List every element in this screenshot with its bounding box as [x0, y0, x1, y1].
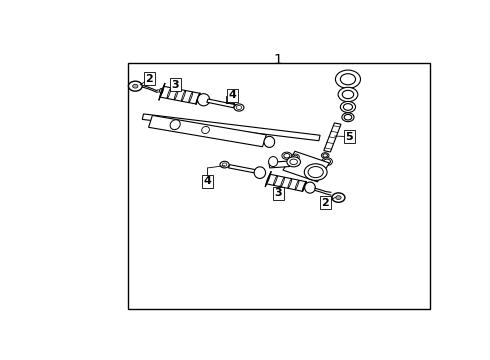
Circle shape: [292, 154, 299, 159]
Text: 4: 4: [203, 176, 211, 186]
Circle shape: [341, 74, 356, 85]
Ellipse shape: [264, 136, 275, 148]
Circle shape: [336, 195, 341, 199]
Circle shape: [133, 84, 138, 88]
Circle shape: [332, 193, 345, 202]
Bar: [128, 63, 430, 309]
Ellipse shape: [170, 120, 180, 130]
Text: 1: 1: [273, 53, 282, 67]
Bar: [207, 99, 235, 108]
Text: 5: 5: [345, 132, 353, 141]
Text: 2: 2: [146, 74, 153, 84]
Circle shape: [284, 153, 290, 158]
Ellipse shape: [305, 182, 315, 193]
Bar: [283, 151, 329, 182]
Circle shape: [290, 159, 297, 165]
Circle shape: [343, 104, 352, 110]
Circle shape: [308, 167, 323, 177]
Circle shape: [321, 153, 329, 158]
Circle shape: [220, 161, 229, 168]
Circle shape: [304, 164, 327, 180]
Bar: [148, 116, 266, 147]
Ellipse shape: [269, 157, 278, 167]
Ellipse shape: [202, 126, 209, 134]
Ellipse shape: [160, 89, 163, 93]
Circle shape: [324, 159, 330, 164]
Bar: [324, 123, 341, 152]
Circle shape: [341, 102, 356, 112]
Circle shape: [323, 154, 327, 157]
Circle shape: [287, 157, 300, 167]
Text: 4: 4: [228, 90, 236, 100]
Circle shape: [128, 81, 142, 91]
Text: 3: 3: [275, 188, 282, 198]
Circle shape: [336, 70, 361, 89]
Circle shape: [344, 114, 352, 120]
Circle shape: [342, 90, 354, 99]
Circle shape: [234, 104, 244, 111]
Text: 2: 2: [321, 198, 329, 208]
Circle shape: [294, 155, 298, 158]
Bar: [269, 161, 290, 168]
Bar: [228, 165, 255, 173]
Circle shape: [322, 158, 332, 166]
Ellipse shape: [197, 94, 210, 106]
Text: 3: 3: [172, 80, 179, 90]
Bar: [142, 114, 320, 141]
Circle shape: [342, 113, 354, 122]
Circle shape: [338, 87, 358, 102]
Circle shape: [282, 152, 292, 159]
Ellipse shape: [254, 167, 266, 179]
